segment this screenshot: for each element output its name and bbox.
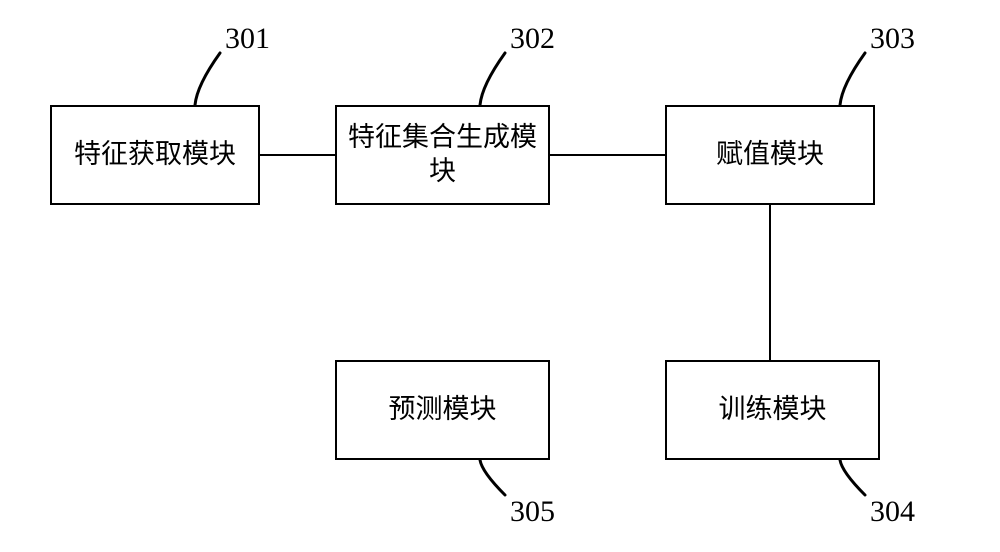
node-train: 训练模块: [665, 360, 880, 460]
ref-label-301: 301: [225, 22, 270, 56]
ref-label-304: 304: [870, 495, 915, 529]
ref-text: 303: [870, 22, 915, 55]
ref-text: 305: [510, 495, 555, 528]
ref-label-305: 305: [510, 495, 555, 529]
node-label: 训练模块: [719, 393, 827, 427]
ref-label-302: 302: [510, 22, 555, 56]
diagram-canvas: 特征获取模块 特征集合生成模块 赋值模块 训练模块 预测模块 301 302 3…: [0, 0, 1000, 552]
node-label: 特征集合生成模块: [348, 121, 537, 189]
node-assign: 赋值模块: [665, 105, 875, 205]
node-feature-set-gen: 特征集合生成模块: [335, 105, 550, 205]
node-label: 特征获取模块: [74, 138, 236, 172]
node-label: 预测模块: [389, 393, 497, 427]
connectors-overlay: [0, 0, 1000, 552]
ref-label-303: 303: [870, 22, 915, 56]
ref-text: 301: [225, 22, 270, 55]
node-label: 赋值模块: [716, 138, 824, 172]
ref-text: 302: [510, 22, 555, 55]
node-feature-acquire: 特征获取模块: [50, 105, 260, 205]
node-predict: 预测模块: [335, 360, 550, 460]
ref-text: 304: [870, 495, 915, 528]
